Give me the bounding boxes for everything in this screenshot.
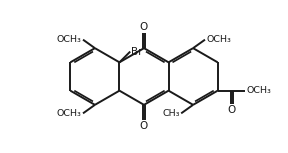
Text: OCH₃: OCH₃ <box>57 35 82 44</box>
Text: OCH₃: OCH₃ <box>247 86 271 95</box>
Text: O: O <box>140 22 148 32</box>
Text: O: O <box>140 121 148 131</box>
Text: OCH₃: OCH₃ <box>206 35 231 44</box>
Text: O: O <box>228 105 236 115</box>
Text: Br: Br <box>131 47 143 57</box>
Text: OCH₃: OCH₃ <box>57 109 82 118</box>
Text: CH₃: CH₃ <box>162 109 180 118</box>
